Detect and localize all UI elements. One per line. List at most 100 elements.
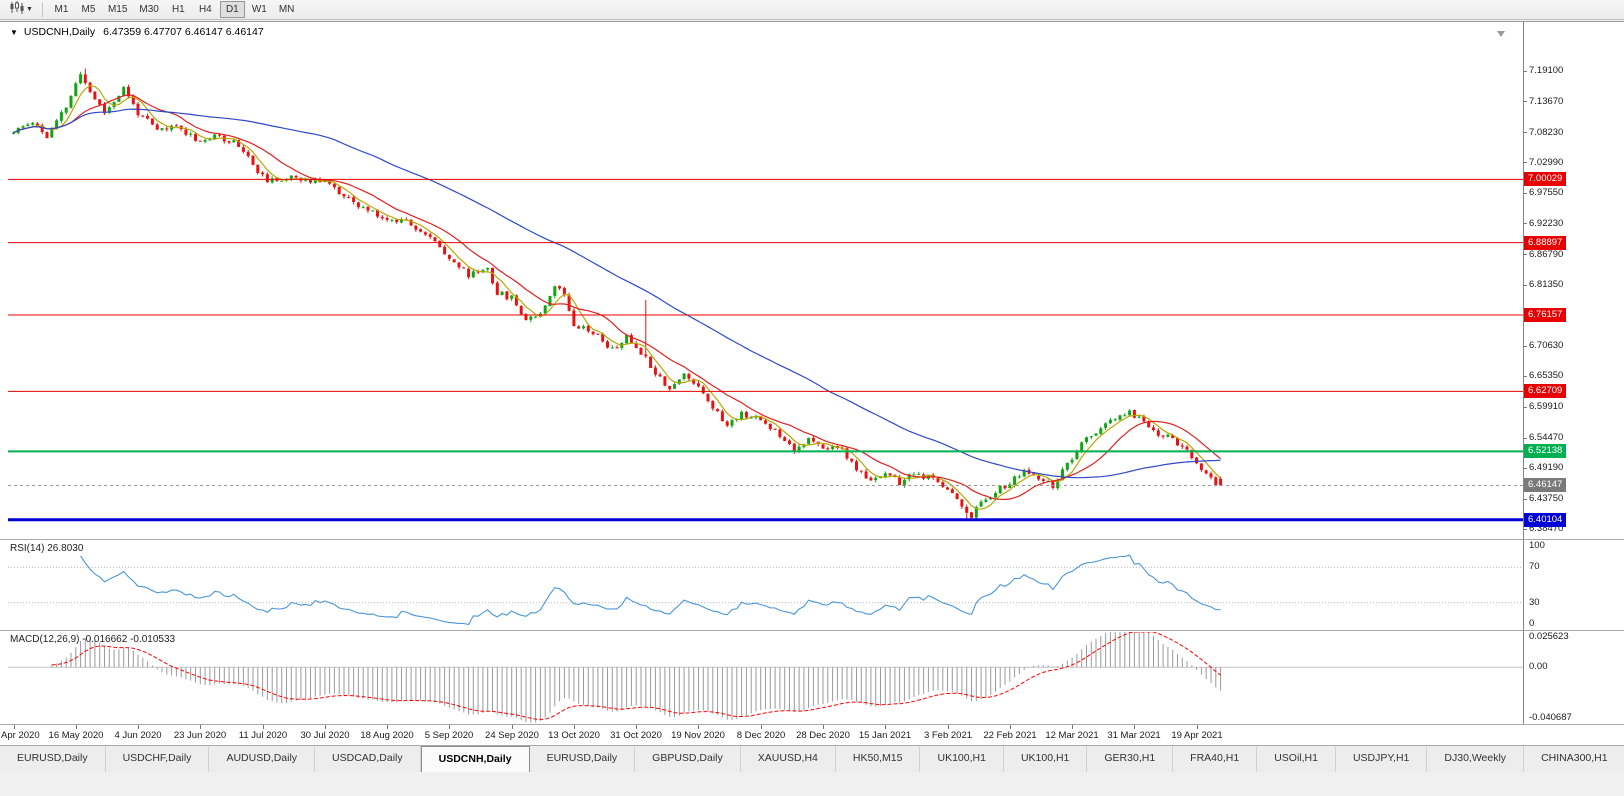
price-axis-tick xyxy=(1523,162,1527,163)
chevron-down-icon: ▼ xyxy=(26,6,33,13)
ma-mid-red xyxy=(13,94,1221,501)
timeframe-button-h1[interactable]: H1 xyxy=(166,1,191,18)
time-axis-tick xyxy=(325,725,326,729)
price-axis-label: 7.13670 xyxy=(1529,96,1564,107)
time-axis-tick xyxy=(387,725,388,729)
price-axis-line xyxy=(1523,22,1524,724)
chart-tab-eurusd-daily[interactable]: EURUSD,Daily xyxy=(529,746,636,772)
price-axis-label: 7.19100 xyxy=(1529,65,1564,76)
date-label: 18 Aug 2020 xyxy=(360,730,414,741)
price-axis-tick xyxy=(1523,346,1527,347)
chart-tab-eurusd-daily[interactable]: EURUSD,Daily xyxy=(0,746,106,772)
chart-tab-hk50-m15[interactable]: HK50,M15 xyxy=(835,746,921,772)
chart-tab-uk100-h1[interactable]: UK100,H1 xyxy=(1003,746,1088,772)
price-axis-label: 7.08230 xyxy=(1529,127,1564,138)
hline-price-tag: 7.00029 xyxy=(1524,172,1567,186)
timeframe-button-m5[interactable]: M5 xyxy=(76,1,101,18)
chart-tab-usoil-h1[interactable]: USOil,H1 xyxy=(1257,746,1336,772)
time-axis-tick xyxy=(885,725,886,729)
time-axis-tick xyxy=(1072,725,1073,729)
chart-tab-usdchf-daily[interactable]: USDCHF,Daily xyxy=(105,746,210,772)
time-axis-tick xyxy=(823,725,824,729)
panel-separator[interactable] xyxy=(0,630,1624,631)
hline-price-tag: 6.52138 xyxy=(1524,444,1567,458)
timeframe-button-mn[interactable]: MN xyxy=(274,1,300,18)
rsi-axis-label: 30 xyxy=(1529,597,1540,608)
time-axis-tick xyxy=(1010,725,1011,729)
one-click-trading-collapse-icon[interactable]: ▼ xyxy=(10,28,18,37)
timeframe-button-m15[interactable]: M15 xyxy=(103,1,132,18)
chart-tab-fra40-h1[interactable]: FRA40,H1 xyxy=(1173,746,1258,772)
ma-slow-blue xyxy=(13,108,1221,479)
rsi-axis-label: 70 xyxy=(1529,561,1540,572)
time-axis-tick xyxy=(76,725,77,729)
timeframe-button-h4[interactable]: H4 xyxy=(193,1,218,18)
candlestick-chart-icon xyxy=(9,0,24,19)
chart-tab-uk100-h1[interactable]: UK100,H1 xyxy=(920,746,1004,772)
time-axis-tick xyxy=(698,725,699,729)
chart-tab-china300-h1[interactable]: CHINA300,H1 xyxy=(1524,746,1624,772)
date-label: 11 Jul 2020 xyxy=(238,730,288,741)
chart-tab-usdcnh-daily[interactable]: USDCNH,Daily xyxy=(420,746,530,772)
macd-axis-label: 0.00 xyxy=(1529,661,1548,672)
date-label: 16 May 2020 xyxy=(48,730,104,741)
time-axis-tick xyxy=(200,725,201,729)
panel-separator[interactable] xyxy=(0,539,1624,540)
date-label: 23 Jun 2020 xyxy=(173,730,227,741)
rsi-line xyxy=(80,554,1221,626)
price-axis-label: 6.70630 xyxy=(1529,340,1564,351)
timeframe-button-w1[interactable]: W1 xyxy=(247,1,272,18)
date-label: 19 Nov 2020 xyxy=(671,730,725,741)
macd-axis-label: -0.040687 xyxy=(1529,712,1572,723)
chart-tab-gbpusd-daily[interactable]: GBPUSD,Daily xyxy=(635,746,741,772)
date-label: 28 Apr 2020 xyxy=(0,730,40,741)
rsi-axis-label: 0 xyxy=(1529,618,1535,629)
price-axis-label: 6.81350 xyxy=(1529,279,1564,290)
chart-symbol-title: USDCNH,Daily xyxy=(23,26,96,38)
timeframe-button-m1[interactable]: M1 xyxy=(49,1,74,18)
price-axis-tick xyxy=(1523,71,1527,72)
time-axis-tick xyxy=(138,725,139,729)
chart-tab-audusd-daily[interactable]: AUDUSD,Daily xyxy=(209,746,316,772)
date-label: 15 Jan 2021 xyxy=(858,730,912,741)
chart-tab-bar: EURUSD,Daily USDCHF,Daily AUDUSD,Daily USDC… xyxy=(0,745,1624,772)
timeframe-buttons-group: M1 M5 M15 M30 H1 H4 D1 W1 MN xyxy=(48,1,300,18)
hline-price-tag: 6.40104 xyxy=(1524,513,1567,527)
chart-shift-marker-icon[interactable] xyxy=(1497,31,1505,37)
chart-header: ▼ USDCNH,Daily 6.47359 6.47707 6.46147 6.4… xyxy=(10,26,264,38)
chart-tab-dj30-weekly[interactable]: DJ30,Weekly xyxy=(1427,746,1525,772)
date-label: 4 Jun 2020 xyxy=(114,730,162,741)
rsi-plot[interactable] xyxy=(8,541,1523,629)
time-axis-tick xyxy=(761,725,762,729)
date-label: 12 Mar 2021 xyxy=(1045,730,1099,741)
timeframe-button-m30[interactable]: M30 xyxy=(134,1,163,18)
candlestick-plot[interactable] xyxy=(8,29,1523,538)
timeframe-button-d1[interactable]: D1 xyxy=(219,1,245,18)
price-axis-label: 6.92230 xyxy=(1529,218,1564,229)
chart-tab-usdjpy-h1[interactable]: USDJPY,H1 xyxy=(1335,746,1428,772)
price-axis-label: 6.97550 xyxy=(1529,187,1564,198)
chart-type-button[interactable]: ▼ xyxy=(5,0,37,19)
chart-window: ▼ USDCNH,Daily 6.47359 6.47707 6.46147 6.4… xyxy=(0,21,1624,745)
chart-tab-xauusd-h4[interactable]: XAUUSD,H4 xyxy=(740,746,836,772)
date-label: 24 Sep 2020 xyxy=(485,730,539,741)
chart-ohlc-values: 6.47359 6.47707 6.46147 6.46147 xyxy=(103,26,264,38)
hline-price-tag: 6.62709 xyxy=(1524,384,1567,398)
date-label: 31 Oct 2020 xyxy=(610,730,662,741)
macd-plot[interactable] xyxy=(8,632,1523,723)
time-axis-tick xyxy=(574,725,575,729)
macd-signal-line xyxy=(51,632,1221,720)
rsi-indicator-label: RSI(14) 26.8030 xyxy=(10,543,84,554)
price-axis-tick xyxy=(1523,254,1527,255)
ma-fast-yellow xyxy=(13,85,1222,510)
rsi-axis-label: 100 xyxy=(1529,540,1545,551)
timeframe-toolbar: ▼ M1 M5 M15 M30 H1 H4 D1 W1 MN xyxy=(0,0,1624,20)
date-label: 5 Sep 2020 xyxy=(424,730,474,741)
price-axis-label: 7.02990 xyxy=(1529,157,1564,168)
price-axis-tick xyxy=(1523,101,1527,102)
chart-tab-usdcad-daily[interactable]: USDCAD,Daily xyxy=(315,746,421,772)
price-axis-label: 6.54470 xyxy=(1529,432,1564,443)
price-axis-tick xyxy=(1523,529,1527,530)
price-axis-tick xyxy=(1523,285,1527,286)
chart-tab-ger30-h1[interactable]: GER30,H1 xyxy=(1087,746,1174,772)
